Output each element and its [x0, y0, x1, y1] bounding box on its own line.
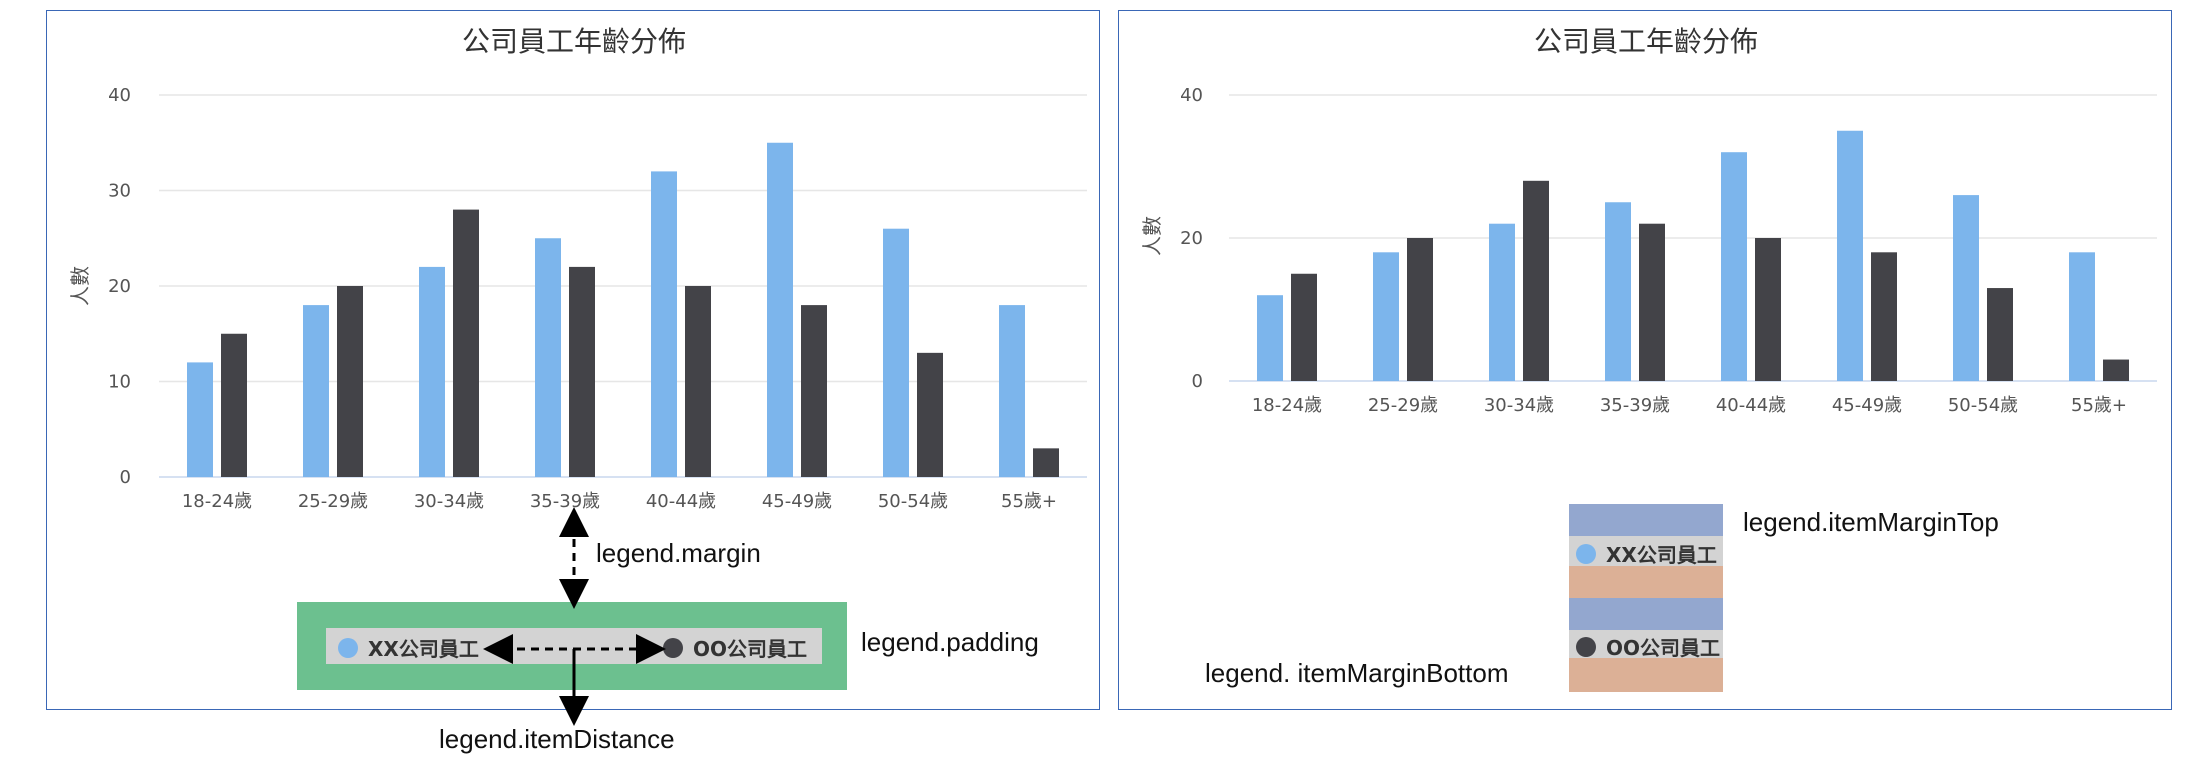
- legend-item-xx-label: XX公司員工: [368, 637, 479, 661]
- bar[interactable]: [2103, 359, 2129, 381]
- bar[interactable]: [999, 305, 1025, 477]
- bar[interactable]: [1373, 252, 1399, 381]
- legend-item-oo-label: OO公司員工: [693, 637, 808, 661]
- series-b-marker-icon: [663, 637, 683, 658]
- item-margin-top-area-1: [1569, 504, 1723, 536]
- bar[interactable]: [1523, 180, 1549, 381]
- x-tick-label: 18-24歲: [1252, 395, 1322, 416]
- chart-title: 公司員工年齡分佈: [1534, 25, 1758, 58]
- legend-margin-label: legend.margin: [596, 538, 761, 568]
- bar[interactable]: [221, 333, 247, 477]
- x-tick-label: 30-34歲: [1484, 395, 1554, 416]
- bar[interactable]: [1639, 223, 1665, 381]
- bar[interactable]: [569, 266, 595, 477]
- bar[interactable]: [337, 286, 363, 477]
- x-tick-label: 18-24歲: [182, 491, 252, 512]
- bar[interactable]: [2069, 252, 2095, 381]
- bar[interactable]: [1953, 195, 1979, 381]
- series-b-marker-icon: [1576, 636, 1596, 657]
- series-a-marker-icon: [1576, 543, 1596, 564]
- series-a-marker-icon: [338, 637, 358, 658]
- item-margin-bottom-area-2: [1569, 658, 1723, 692]
- x-tick-label: 50-54歲: [878, 491, 948, 512]
- x-tick-label: 55歲+: [2071, 395, 2127, 416]
- y-tick-label: 40: [1180, 85, 1203, 106]
- y-tick-label: 10: [108, 372, 131, 393]
- x-tick-label: 25-29歲: [298, 491, 368, 512]
- y-axis-title: 人數: [68, 266, 92, 306]
- x-tick-label: 40-44歲: [646, 491, 716, 512]
- bar[interactable]: [1871, 252, 1897, 381]
- item-margin-top-area-2: [1569, 598, 1723, 630]
- y-tick-label: 20: [1180, 228, 1203, 249]
- bar[interactable]: [767, 142, 793, 477]
- y-tick-label: 30: [108, 181, 131, 202]
- bar[interactable]: [1257, 295, 1283, 381]
- y-tick-label: 0: [1192, 371, 1203, 392]
- bar[interactable]: [1837, 130, 1863, 381]
- y-tick-label: 0: [120, 467, 131, 488]
- x-tick-label: 30-34歲: [414, 491, 484, 512]
- bar[interactable]: [1291, 273, 1317, 381]
- item-margin-bottom-area-1: [1569, 566, 1723, 598]
- bar[interactable]: [535, 238, 561, 477]
- bar[interactable]: [1721, 152, 1747, 381]
- bar[interactable]: [1605, 202, 1631, 381]
- bar[interactable]: [303, 305, 329, 477]
- legend-padding-label: legend.padding: [861, 627, 1039, 657]
- bar[interactable]: [1407, 238, 1433, 381]
- bar[interactable]: [651, 171, 677, 477]
- item-margin-bottom-label: legend. itemMarginBottom: [1205, 658, 1509, 688]
- legend-item-xx-label: XX公司員工: [1606, 543, 1717, 567]
- item-margin-top-label: legend.itemMarginTop: [1743, 507, 1999, 537]
- y-axis-title: 人數: [1140, 216, 1164, 256]
- x-tick-label: 25-29歲: [1368, 395, 1438, 416]
- bar[interactable]: [801, 305, 827, 477]
- bar[interactable]: [1033, 448, 1059, 477]
- bar[interactable]: [453, 209, 479, 477]
- legend-item-xx[interactable]: XX公司員工: [1576, 539, 1717, 568]
- bar[interactable]: [685, 286, 711, 477]
- x-tick-label: 40-44歲: [1716, 395, 1786, 416]
- legend-item-oo[interactable]: OO公司員工: [663, 633, 807, 662]
- legend-item-oo[interactable]: OO公司員工: [1576, 632, 1720, 661]
- chart-title: 公司員工年齡分佈: [462, 25, 686, 58]
- bar[interactable]: [419, 266, 445, 477]
- legend-item-xx[interactable]: XX公司員工: [338, 633, 479, 662]
- x-tick-label: 35-39歲: [1600, 395, 1670, 416]
- x-tick-label: 35-39歲: [530, 491, 600, 512]
- x-tick-label: 45-49歲: [1832, 395, 1902, 416]
- bar[interactable]: [187, 362, 213, 477]
- bar[interactable]: [1987, 288, 2013, 381]
- bar-chart-left: 公司員工年齡分佈 0 10 20 30 40 人數 18-24歲 25-29歲 30-34歲 35-…: [68, 25, 1087, 512]
- y-tick-label: 20: [108, 276, 131, 297]
- legend-item-oo-label: OO公司員工: [1606, 636, 1721, 660]
- y-tick-label: 40: [108, 85, 131, 106]
- x-tick-label: 45-49歲: [762, 491, 832, 512]
- chart-panel-right: 公司員工年齡分佈 0 20 40 人數 18-24歲 25-29歲 30-34歲 35-39歲 4…: [1118, 10, 2172, 710]
- bar[interactable]: [1489, 223, 1515, 381]
- bar[interactable]: [917, 352, 943, 477]
- bar[interactable]: [1755, 238, 1781, 381]
- x-tick-label: 50-54歲: [1948, 395, 2018, 416]
- bar[interactable]: [883, 228, 909, 477]
- x-tick-label: 55歲+: [1001, 491, 1057, 512]
- bar-chart-right: 公司員工年齡分佈 0 20 40 人數 18-24歲 25-29歲 30-34歲 35-39歲 4…: [1140, 25, 2157, 416]
- legend-item-distance-label: legend.itemDistance: [439, 724, 675, 754]
